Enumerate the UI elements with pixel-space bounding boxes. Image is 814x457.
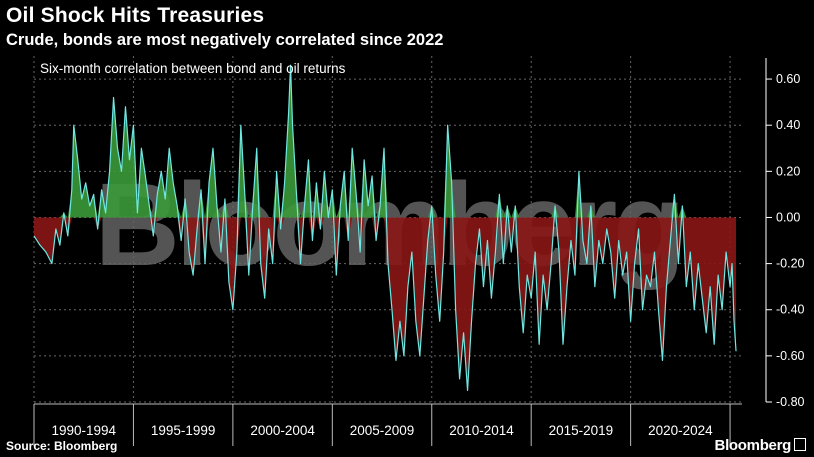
chart-subtitle: Crude, bonds are most negatively correla… bbox=[6, 31, 444, 49]
y-tick-label: 0.20 bbox=[776, 164, 800, 178]
series-annotation: Six-month correlation between bond and o… bbox=[40, 61, 346, 76]
x-tick-label: 2010-2014 bbox=[449, 423, 514, 438]
x-tick-label: 1995-1999 bbox=[151, 423, 216, 438]
brand-logo: Bloomberg bbox=[715, 437, 806, 454]
correlation-series-line bbox=[33, 64, 737, 392]
y-tick-label: -0.20 bbox=[776, 257, 805, 271]
x-tick-label: 2020-2024 bbox=[648, 423, 713, 438]
x-tick-label: 2000-2004 bbox=[250, 423, 315, 438]
y-tick-label: 0.00 bbox=[776, 210, 800, 224]
negative-correlation-area bbox=[34, 217, 737, 391]
y-tick-label: -0.40 bbox=[776, 303, 805, 317]
brand-text: Bloomberg bbox=[714, 437, 792, 454]
y-tick-label: 0.60 bbox=[776, 72, 800, 86]
source-note: Source: Bloomberg bbox=[6, 439, 118, 453]
y-tick-label: -0.60 bbox=[776, 349, 805, 363]
x-tick-label: 2005-2009 bbox=[350, 423, 415, 438]
chart-title: Oil Shock Hits Treasuries bbox=[6, 4, 265, 27]
x-tick-label: 1990-1994 bbox=[51, 423, 116, 438]
y-tick-label: -0.80 bbox=[776, 395, 805, 409]
y-tick-label: 0.40 bbox=[776, 118, 800, 132]
x-tick-label: 2015-2019 bbox=[549, 423, 614, 438]
bloomberg-logo-icon bbox=[794, 438, 806, 451]
